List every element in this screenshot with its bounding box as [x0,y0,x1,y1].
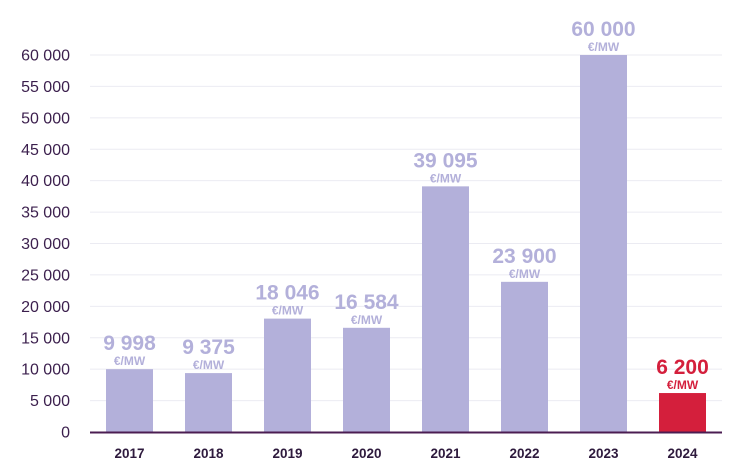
data-label-unit: €/MW [588,40,620,54]
y-tick-label: 60 000 [21,48,70,65]
x-tick-label: 2023 [588,446,619,461]
data-label-value: 6 200 [656,356,709,379]
x-tick-label: 2019 [272,446,302,461]
x-tick-label: 2017 [114,446,144,461]
y-tick-label: 55 000 [21,79,70,96]
bar-2018 [185,373,232,432]
data-label-value: 23 900 [492,245,556,268]
bar-2022 [501,281,548,432]
y-tick-label: 15 000 [21,330,70,347]
y-tick-label: 10 000 [21,362,70,379]
data-label-unit: €/MW [430,171,462,185]
data-label-value: 39 095 [413,149,478,172]
x-axis-ticks: 2017 2018 2019 2020 2021 2022 2023 2024 [114,446,698,461]
y-axis-ticks: 0 5 000 10 000 15 000 20 000 25 000 30 000 35 0… [21,48,70,442]
data-label-unit: €/MW [193,358,225,372]
x-tick-label: 2021 [430,446,461,461]
x-tick-label: 2018 [193,446,224,461]
bars [106,55,706,432]
x-tick-label: 2022 [509,446,539,461]
data-label-unit: €/MW [272,304,304,318]
data-label-value: 18 046 [255,282,319,305]
bar-2023 [580,55,627,432]
y-tick-label: 25 000 [21,267,70,284]
bar-2024 [659,393,706,432]
x-tick-label: 2020 [351,446,381,461]
data-label-unit: €/MW [114,354,146,368]
data-label-unit: €/MW [667,378,699,392]
y-tick-label: 50 000 [21,110,70,127]
data-label-value: 16 584 [334,291,399,314]
bar-2017 [106,369,153,432]
data-label-unit: €/MW [351,313,383,327]
y-tick-label: 5 000 [30,393,70,410]
data-label-unit: €/MW [509,267,541,281]
y-tick-label: 20 000 [21,299,70,316]
y-tick-label: 0 [61,425,70,442]
y-tick-label: 40 000 [21,173,70,190]
y-tick-label: 35 000 [21,205,70,222]
y-tick-label: 45 000 [21,142,70,159]
bar-2020 [343,327,390,432]
bar-2021 [422,186,469,432]
y-tick-label: 30 000 [21,236,70,253]
data-label-value: 9 375 [182,336,235,359]
x-tick-label: 2024 [667,446,698,461]
bar-2019 [264,318,311,432]
data-label-value: 9 998 [103,332,156,355]
data-label-value: 60 000 [571,18,635,41]
